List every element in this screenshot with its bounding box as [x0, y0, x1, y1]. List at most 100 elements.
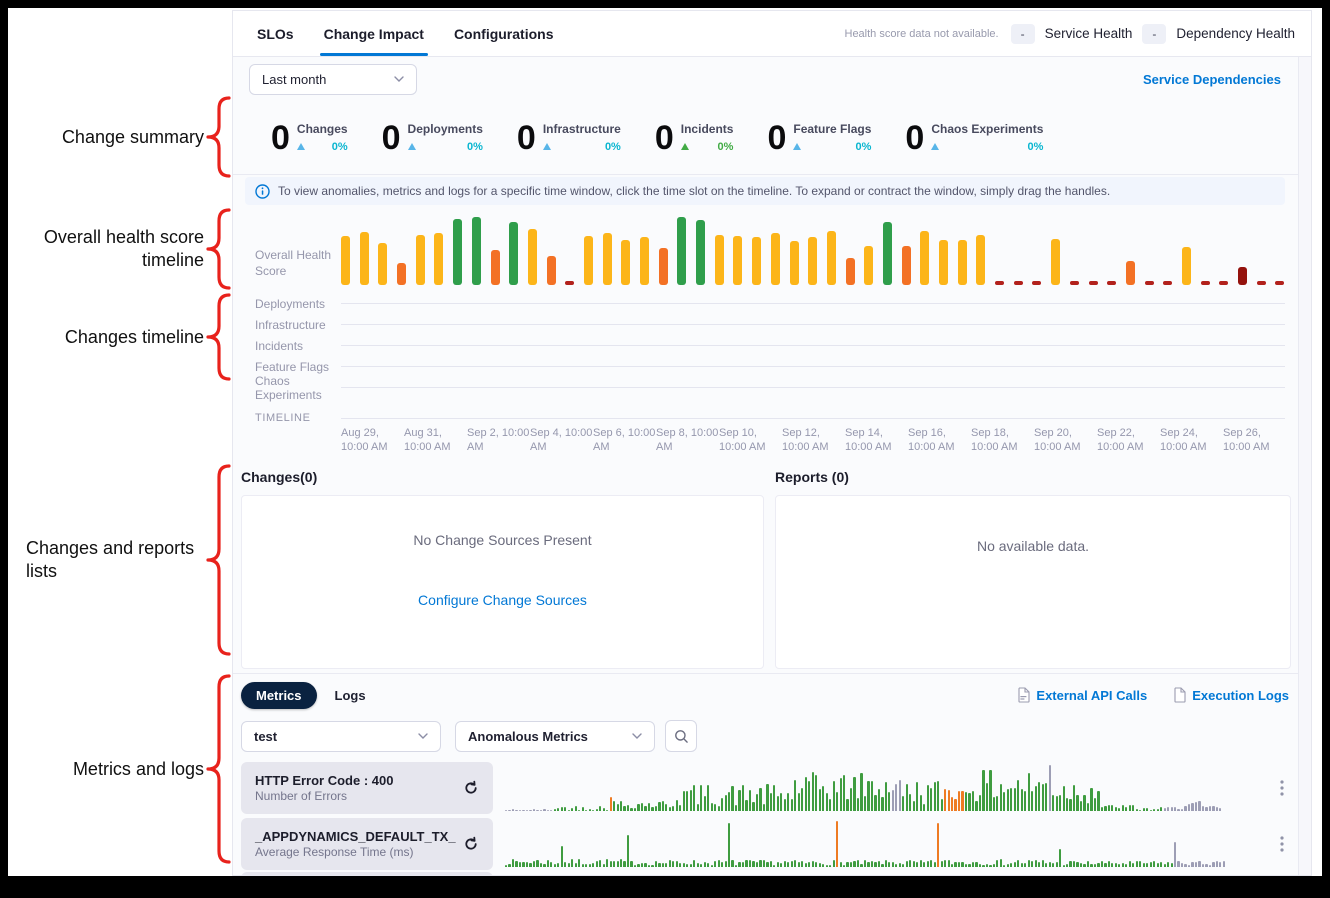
overall-health-score-chart[interactable] — [341, 215, 1285, 285]
health-score-bar[interactable] — [415, 234, 425, 285]
health-score-bar[interactable] — [752, 237, 762, 285]
sparkline-bar — [1052, 863, 1055, 867]
logs-tab[interactable]: Logs — [334, 687, 366, 703]
health-score-bar[interactable] — [808, 237, 818, 285]
health-score-bar[interactable] — [453, 219, 463, 285]
sparkline-bar — [1065, 798, 1069, 811]
sparkline-bar — [1135, 860, 1138, 867]
health-score-bar[interactable] — [976, 235, 986, 285]
health-score-bar[interactable] — [471, 217, 481, 285]
health-score-bar[interactable] — [602, 233, 612, 285]
sparkline-bar — [668, 806, 671, 811]
tab-change-impact[interactable]: Change Impact — [319, 11, 429, 56]
kebab-menu-icon — [1280, 836, 1284, 852]
health-score-bar[interactable] — [341, 236, 350, 285]
health-score-bar[interactable] — [527, 229, 537, 285]
row-menu-button[interactable] — [1273, 777, 1291, 799]
health-score-bar[interactable] — [546, 256, 556, 285]
sparkline-bar — [940, 798, 943, 811]
health-score-bar[interactable] — [882, 222, 892, 285]
health-score-bar[interactable] — [434, 232, 444, 285]
tab-slos[interactable]: SLOs — [257, 25, 294, 42]
tab-configurations[interactable]: Configurations — [453, 25, 554, 42]
health-score-bar[interactable] — [1107, 280, 1117, 285]
sparkline-bar — [724, 795, 727, 811]
health-score-bar[interactable] — [677, 217, 687, 285]
scrollbar-track[interactable] — [1298, 57, 1311, 875]
health-score-bar[interactable] — [1144, 280, 1154, 285]
health-score-bar[interactable] — [826, 231, 836, 285]
health-score-bar[interactable] — [359, 231, 369, 285]
sparkline-bar — [748, 790, 752, 811]
service-dependencies-link[interactable]: Service Dependencies — [1142, 71, 1281, 87]
sparkline-bar — [1198, 860, 1201, 867]
health-score-bar[interactable] — [845, 257, 855, 285]
sparkline-bar — [686, 790, 689, 811]
health-score-bar[interactable] — [1256, 280, 1266, 285]
sparkline-bar — [546, 860, 549, 867]
health-score-bar[interactable] — [565, 280, 575, 285]
health-score-bar[interactable] — [1088, 280, 1098, 285]
service-filter-select[interactable]: test — [241, 720, 441, 752]
health-score-bar[interactable] — [1051, 238, 1061, 285]
sparkline-bar — [853, 861, 856, 867]
sparkline-bar — [804, 862, 807, 867]
health-score-bar[interactable] — [1200, 280, 1210, 285]
health-score-bar[interactable] — [1013, 280, 1023, 285]
health-score-bar[interactable] — [1219, 280, 1229, 285]
metrics-tab[interactable]: Metrics — [241, 681, 317, 709]
health-score-bar[interactable] — [658, 247, 668, 285]
health-score-bar[interactable] — [995, 280, 1005, 285]
metric-type-select[interactable]: Anomalous Metrics — [455, 720, 655, 752]
health-score-bar[interactable] — [864, 245, 874, 285]
row-menu-button[interactable] — [1273, 833, 1291, 855]
sparkline-bar — [1003, 864, 1006, 867]
health-score-bar[interactable] — [696, 220, 706, 285]
health-score-bar[interactable] — [714, 234, 724, 285]
search-button[interactable] — [665, 720, 697, 752]
sparkline-bar — [933, 781, 936, 811]
refresh-icon[interactable] — [463, 780, 479, 796]
sparkline-bar — [825, 792, 828, 811]
external-api-calls-link[interactable]: External API Calls — [1017, 687, 1147, 703]
health-score-bar[interactable] — [378, 242, 388, 285]
health-score-bar[interactable] — [621, 240, 631, 285]
sparkline-bar — [1167, 861, 1170, 867]
health-score-bar[interactable] — [640, 237, 649, 285]
sparkline-bar — [637, 864, 640, 867]
health-score-bar[interactable] — [939, 240, 948, 285]
metric-card[interactable]: HTTP Error Code : 400 Number of Errors — [241, 762, 493, 814]
refresh-icon[interactable] — [463, 836, 479, 852]
execution-logs-link[interactable]: Execution Logs — [1173, 687, 1289, 703]
time-range-select[interactable]: Last month — [249, 63, 417, 95]
metric-card[interactable]: _APPDYNAMICS_DEFAULT_TX_ Average Response… — [241, 818, 493, 870]
health-score-bar[interactable] — [397, 262, 407, 285]
health-score-bar[interactable] — [1163, 280, 1173, 285]
sparkline-bar — [626, 834, 630, 867]
sparkline-bar — [1177, 809, 1180, 811]
timeline-date: Aug 29, 10:00 AM — [341, 427, 388, 453]
timeline-date: Sep 8, 10:00 AM — [656, 427, 719, 453]
metric-sparkline-chart[interactable] — [505, 765, 1247, 811]
health-score-bar[interactable] — [1032, 280, 1042, 285]
health-score-bar[interactable] — [789, 241, 799, 285]
health-score-bar[interactable] — [901, 246, 911, 285]
health-score-bar[interactable] — [583, 236, 593, 285]
health-score-bar[interactable] — [1125, 260, 1135, 285]
health-score-bar[interactable] — [920, 231, 930, 285]
health-score-bar[interactable] — [957, 240, 967, 285]
metric-sparkline-chart[interactable] — [505, 821, 1247, 867]
sparkline-bar — [721, 798, 724, 811]
configure-change-sources-link[interactable]: Configure Change Sources — [418, 592, 587, 608]
sparkline-bar — [790, 861, 793, 867]
sparkline-bar — [1205, 863, 1208, 867]
health-score-bar[interactable] — [1238, 267, 1247, 285]
health-score-bar[interactable] — [733, 236, 743, 285]
health-score-bar[interactable] — [490, 249, 500, 285]
health-score-bar[interactable] — [1069, 280, 1079, 285]
health-score-bar[interactable] — [770, 233, 780, 285]
health-score-bar[interactable] — [1275, 280, 1285, 285]
health-score-bar[interactable] — [1181, 246, 1191, 285]
sparkline-bar — [602, 864, 605, 867]
health-score-bar[interactable] — [509, 221, 519, 285]
